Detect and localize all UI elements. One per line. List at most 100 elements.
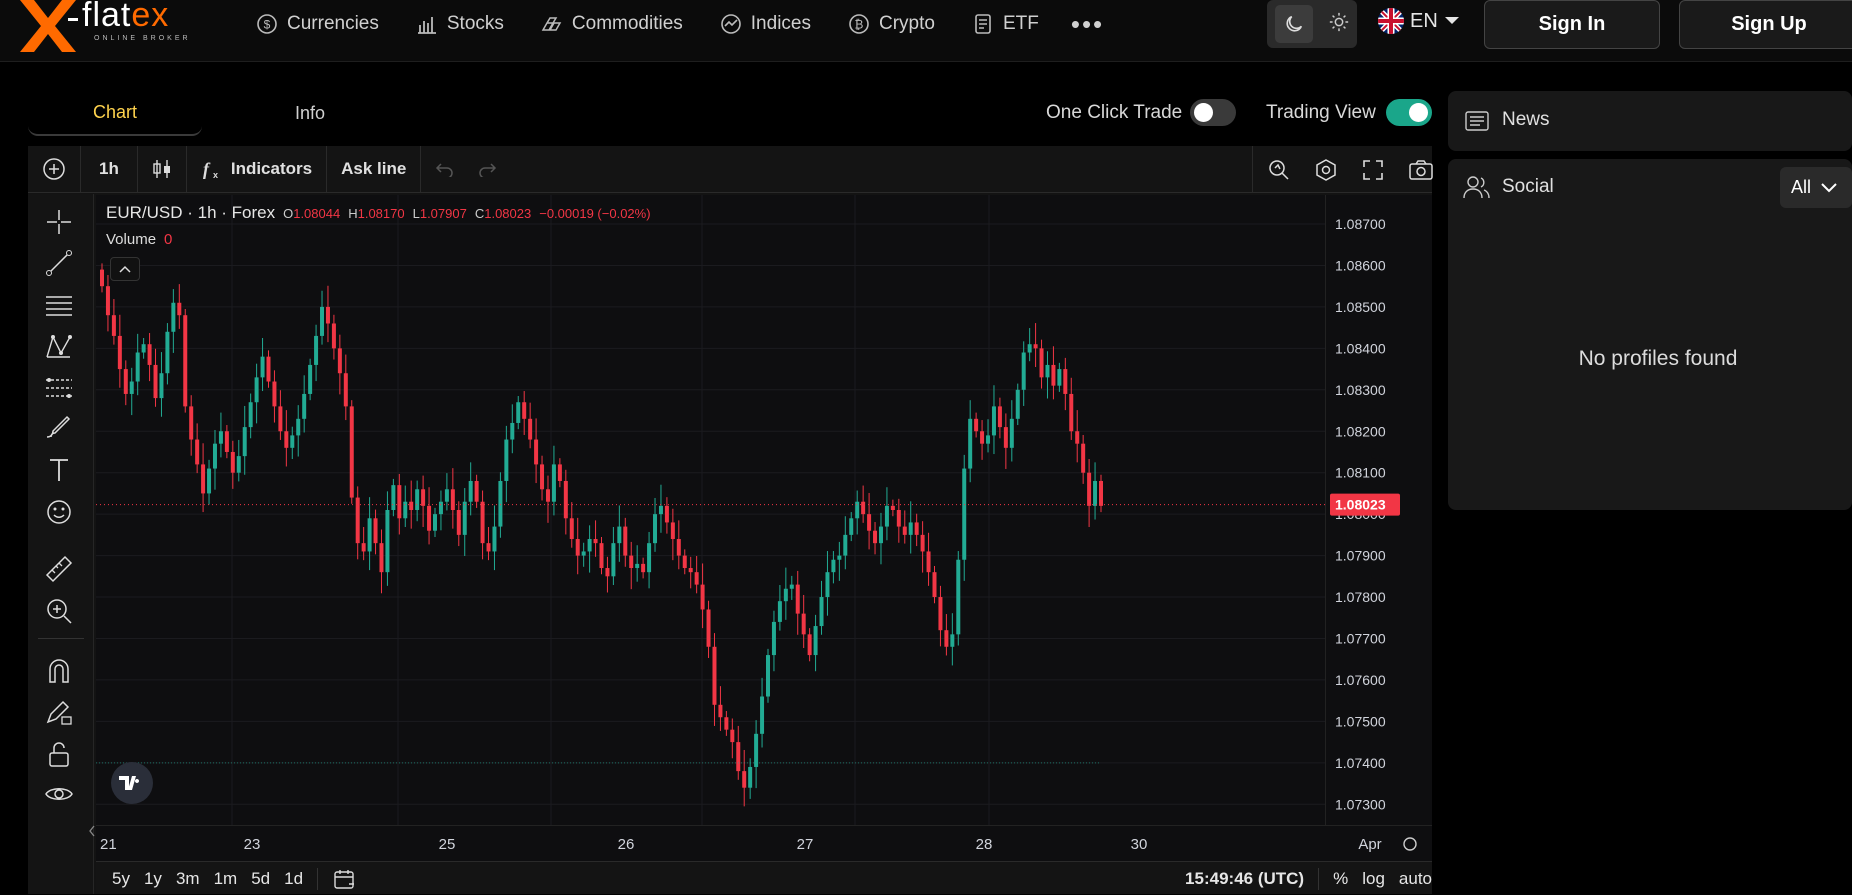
candle xyxy=(337,334,342,395)
chart-plot-area[interactable]: 1.08700 1.08600 1.08500 1.08400 1.08300 1.082… xyxy=(96,195,1432,825)
candle xyxy=(1045,351,1050,399)
candle xyxy=(700,563,705,629)
chart-type-button[interactable] xyxy=(138,145,187,193)
social-filter-dropdown[interactable]: All xyxy=(1780,167,1852,208)
emoji-icon[interactable] xyxy=(43,496,75,528)
chart-bottom-bar: 5y 1y 3m 1m 5d 1d 15:49:46 (UTC) % log a… xyxy=(96,861,1432,894)
price-tick-label: 1.07700 xyxy=(1335,630,1386,646)
candle-body xyxy=(444,489,449,502)
candle xyxy=(314,324,319,382)
nav-commodities[interactable]: Commodities xyxy=(540,12,683,36)
camera-icon[interactable] xyxy=(1408,158,1434,182)
range-3m[interactable]: 3m xyxy=(175,868,200,888)
candle xyxy=(343,354,348,421)
crosshair-icon[interactable] xyxy=(43,206,75,238)
sign-in-button[interactable]: Sign In xyxy=(1484,0,1660,49)
candle xyxy=(260,337,265,392)
candle xyxy=(397,473,402,535)
ask-line-button[interactable]: Ask line xyxy=(327,145,422,193)
tradingview-logo[interactable] xyxy=(111,762,153,804)
candle-body xyxy=(599,543,604,569)
range-1d[interactable]: 1d xyxy=(284,868,304,888)
candle xyxy=(545,475,550,523)
trend-line-icon[interactable] xyxy=(43,247,75,279)
utc-clock[interactable]: 15:49:46 (UTC) xyxy=(1185,868,1305,888)
auto-scale-button[interactable]: auto xyxy=(1398,868,1432,888)
brush-icon[interactable] xyxy=(43,411,75,443)
percent-scale-button[interactable]: % xyxy=(1333,868,1349,888)
goto-date-icon[interactable] xyxy=(332,867,358,891)
nav-crypto[interactable]: ₿ Crypto xyxy=(847,12,935,36)
more-menu-button[interactable]: ••• xyxy=(1070,8,1105,39)
symbol-title[interactable]: EUR/USD · 1h · Forex xyxy=(106,203,276,222)
news-panel[interactable]: News xyxy=(1448,91,1852,151)
nav-indices[interactable]: Indices xyxy=(719,12,811,36)
range-5d[interactable]: 5d xyxy=(251,868,271,888)
dark-theme-button[interactable] xyxy=(1274,5,1313,43)
language-selector[interactable]: EN xyxy=(1378,8,1460,34)
candle xyxy=(195,423,200,474)
pencil-lock-icon[interactable] xyxy=(43,697,75,729)
candle-body xyxy=(647,543,652,573)
candle-body xyxy=(343,373,348,407)
theme-switcher xyxy=(1267,0,1357,48)
candle-body xyxy=(724,717,729,730)
fib-icon[interactable] xyxy=(43,372,75,404)
light-theme-button[interactable] xyxy=(1328,11,1350,38)
zoom-in-icon[interactable] xyxy=(43,595,75,627)
nav-currencies[interactable]: $ Currencies xyxy=(255,12,379,36)
magnet-icon[interactable] xyxy=(43,655,75,687)
candle xyxy=(373,509,378,555)
candle-body xyxy=(1081,443,1086,473)
settings-icon[interactable] xyxy=(1314,158,1338,182)
candle xyxy=(932,565,937,604)
candle-body xyxy=(884,505,889,527)
quick-search-icon[interactable] xyxy=(1267,158,1291,182)
axis-settings-icon[interactable] xyxy=(1403,837,1417,851)
candle xyxy=(789,575,794,600)
candle xyxy=(171,289,176,353)
unlock-icon[interactable] xyxy=(43,739,75,771)
price-axis[interactable]: 1.08700 1.08600 1.08500 1.08400 1.08300 1.082… xyxy=(1325,195,1432,825)
redo-icon[interactable] xyxy=(477,161,497,177)
candle-body xyxy=(325,306,330,324)
eye-icon[interactable] xyxy=(43,778,75,810)
fullscreen-icon[interactable] xyxy=(1361,158,1385,182)
flatex-logo[interactable]: flatex ONLINE BROKER xyxy=(18,0,213,52)
candle-body xyxy=(587,539,592,552)
candle xyxy=(849,512,854,542)
log-scale-button[interactable]: log xyxy=(1362,868,1385,888)
horizontal-lines-icon[interactable] xyxy=(43,289,75,321)
collapse-legend-button[interactable] xyxy=(110,257,140,281)
range-1m[interactable]: 1m xyxy=(213,868,238,888)
candle xyxy=(611,526,616,586)
range-1y[interactable]: 1y xyxy=(143,868,162,888)
candle xyxy=(861,485,866,523)
time-axis-labels: 21 23 25 26 27 28 30 Apr xyxy=(100,836,1417,853)
collapse-toolbar-icon[interactable] xyxy=(88,824,96,838)
candle xyxy=(593,520,598,557)
tab-info[interactable]: Info xyxy=(294,102,326,123)
candle xyxy=(938,585,943,647)
nav-etf[interactable]: ETF xyxy=(971,12,1039,36)
undo-icon[interactable] xyxy=(435,161,455,177)
candle-body xyxy=(230,451,235,473)
time-axis[interactable]: 21 23 25 26 27 28 30 Apr xyxy=(96,825,1432,861)
candle xyxy=(1015,383,1020,426)
empty-state-message: No profiles found xyxy=(1578,347,1738,370)
sign-up-button[interactable]: Sign Up xyxy=(1679,0,1852,49)
one-click-trade-toggle[interactable] xyxy=(1190,99,1236,126)
trading-view-toggle[interactable] xyxy=(1386,99,1432,126)
pattern-icon[interactable] xyxy=(43,331,75,363)
add-symbol-button[interactable] xyxy=(28,145,81,193)
text-icon[interactable] xyxy=(43,454,75,486)
price-tick-label: 1.07500 xyxy=(1335,713,1386,729)
nav-stocks[interactable]: Stocks xyxy=(415,12,504,36)
candle xyxy=(1087,459,1092,527)
range-5y[interactable]: 5y xyxy=(112,868,130,888)
interval-selector[interactable]: 1h xyxy=(81,145,138,193)
ruler-icon[interactable] xyxy=(43,553,75,585)
candle xyxy=(159,352,164,417)
tab-chart[interactable]: Chart xyxy=(28,90,202,136)
